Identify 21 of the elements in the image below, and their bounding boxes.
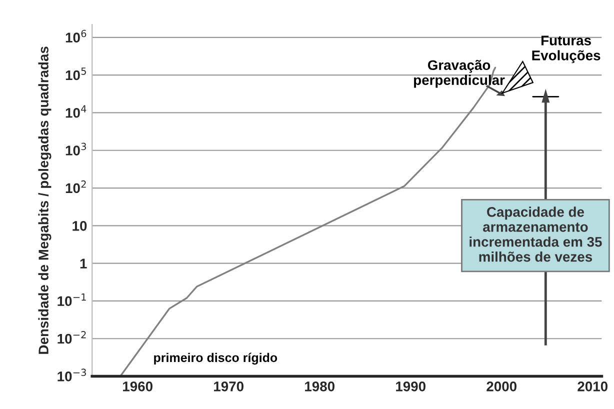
- annotation: Capacidade de armazenamento incrementada em 35 milhões de vezes: [470, 206, 602, 262]
- x-tick-label: 2000: [486, 382, 516, 392]
- y-tick-label: 10$^{5}$: [66, 68, 86, 80]
- x-tick-label: 2010: [578, 382, 608, 392]
- y-tick-label: 10: [72, 221, 87, 231]
- y-tick-label: 10$^{−3}$: [58, 368, 86, 382]
- annotation: Gravação perpendicular: [414, 60, 505, 88]
- y-tick-label: 10$^{−2}$: [58, 331, 86, 344]
- y-tick-label: 10$^{−1}$: [58, 294, 86, 306]
- annotation: primeiro disco rígido: [154, 352, 278, 365]
- x-tick-label: 1990: [396, 382, 426, 392]
- y-tick-label: 10$^{4}$: [66, 105, 86, 118]
- y-tick-label: 1: [80, 258, 87, 268]
- y-tick-label: 10$^{3}$: [66, 142, 86, 156]
- annotation: Futuras Evoluções: [532, 36, 600, 64]
- y-tick-label: 10$^{6}$: [66, 30, 86, 42]
- x-tick-label: 1970: [214, 382, 244, 392]
- x-tick-label: 1980: [305, 382, 334, 392]
- x-tick-label: 1960: [123, 382, 152, 392]
- y-axis-title: Densidade de Megabits / polegadas quadradas: [38, 46, 52, 354]
- y-tick-label: 10$^{2}$: [66, 180, 86, 194]
